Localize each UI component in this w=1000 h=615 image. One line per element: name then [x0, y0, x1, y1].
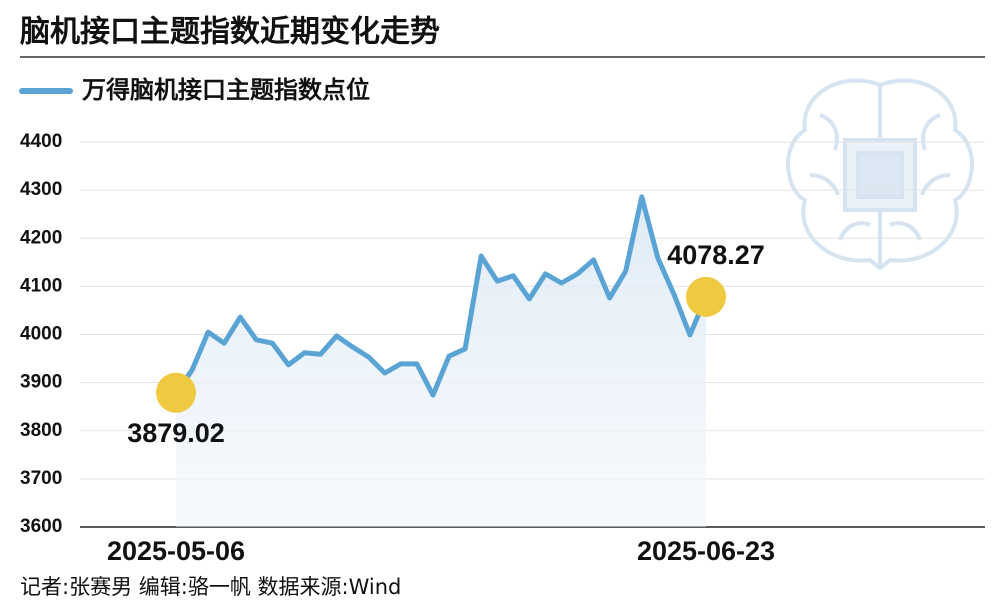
chart-title: 脑机接口主题指数近期变化走势: [20, 15, 440, 50]
y-tick-label: 3800: [20, 420, 62, 441]
line: [173, 194, 709, 398]
y-tick-label: 3900: [20, 372, 62, 393]
data-label: 3879.02: [127, 418, 225, 448]
data-label: 4078.27: [667, 240, 765, 270]
y-tick-label: 4300: [20, 179, 62, 200]
legend-label: 万得脑机接口主题指数点位: [82, 76, 370, 104]
area: [176, 196, 706, 528]
point-marker: [156, 372, 196, 413]
brain-icon: [786, 78, 974, 271]
point-marker: [686, 276, 726, 317]
y-tick-label: 3600: [20, 516, 62, 537]
x-tick-label: 2025-05-06: [107, 536, 245, 566]
y-tick-label: 4200: [20, 227, 62, 248]
source-note: 记者:张赛男 编辑:骆一帆 数据来源:Wind: [20, 575, 401, 599]
x-tick-label: 2025-06-23: [637, 536, 775, 566]
y-tick-label: 4100: [20, 275, 62, 296]
y-tick-label: 3700: [20, 468, 62, 489]
y-tick-label: 4400: [20, 131, 62, 152]
y-tick-label: 4000: [20, 324, 62, 345]
